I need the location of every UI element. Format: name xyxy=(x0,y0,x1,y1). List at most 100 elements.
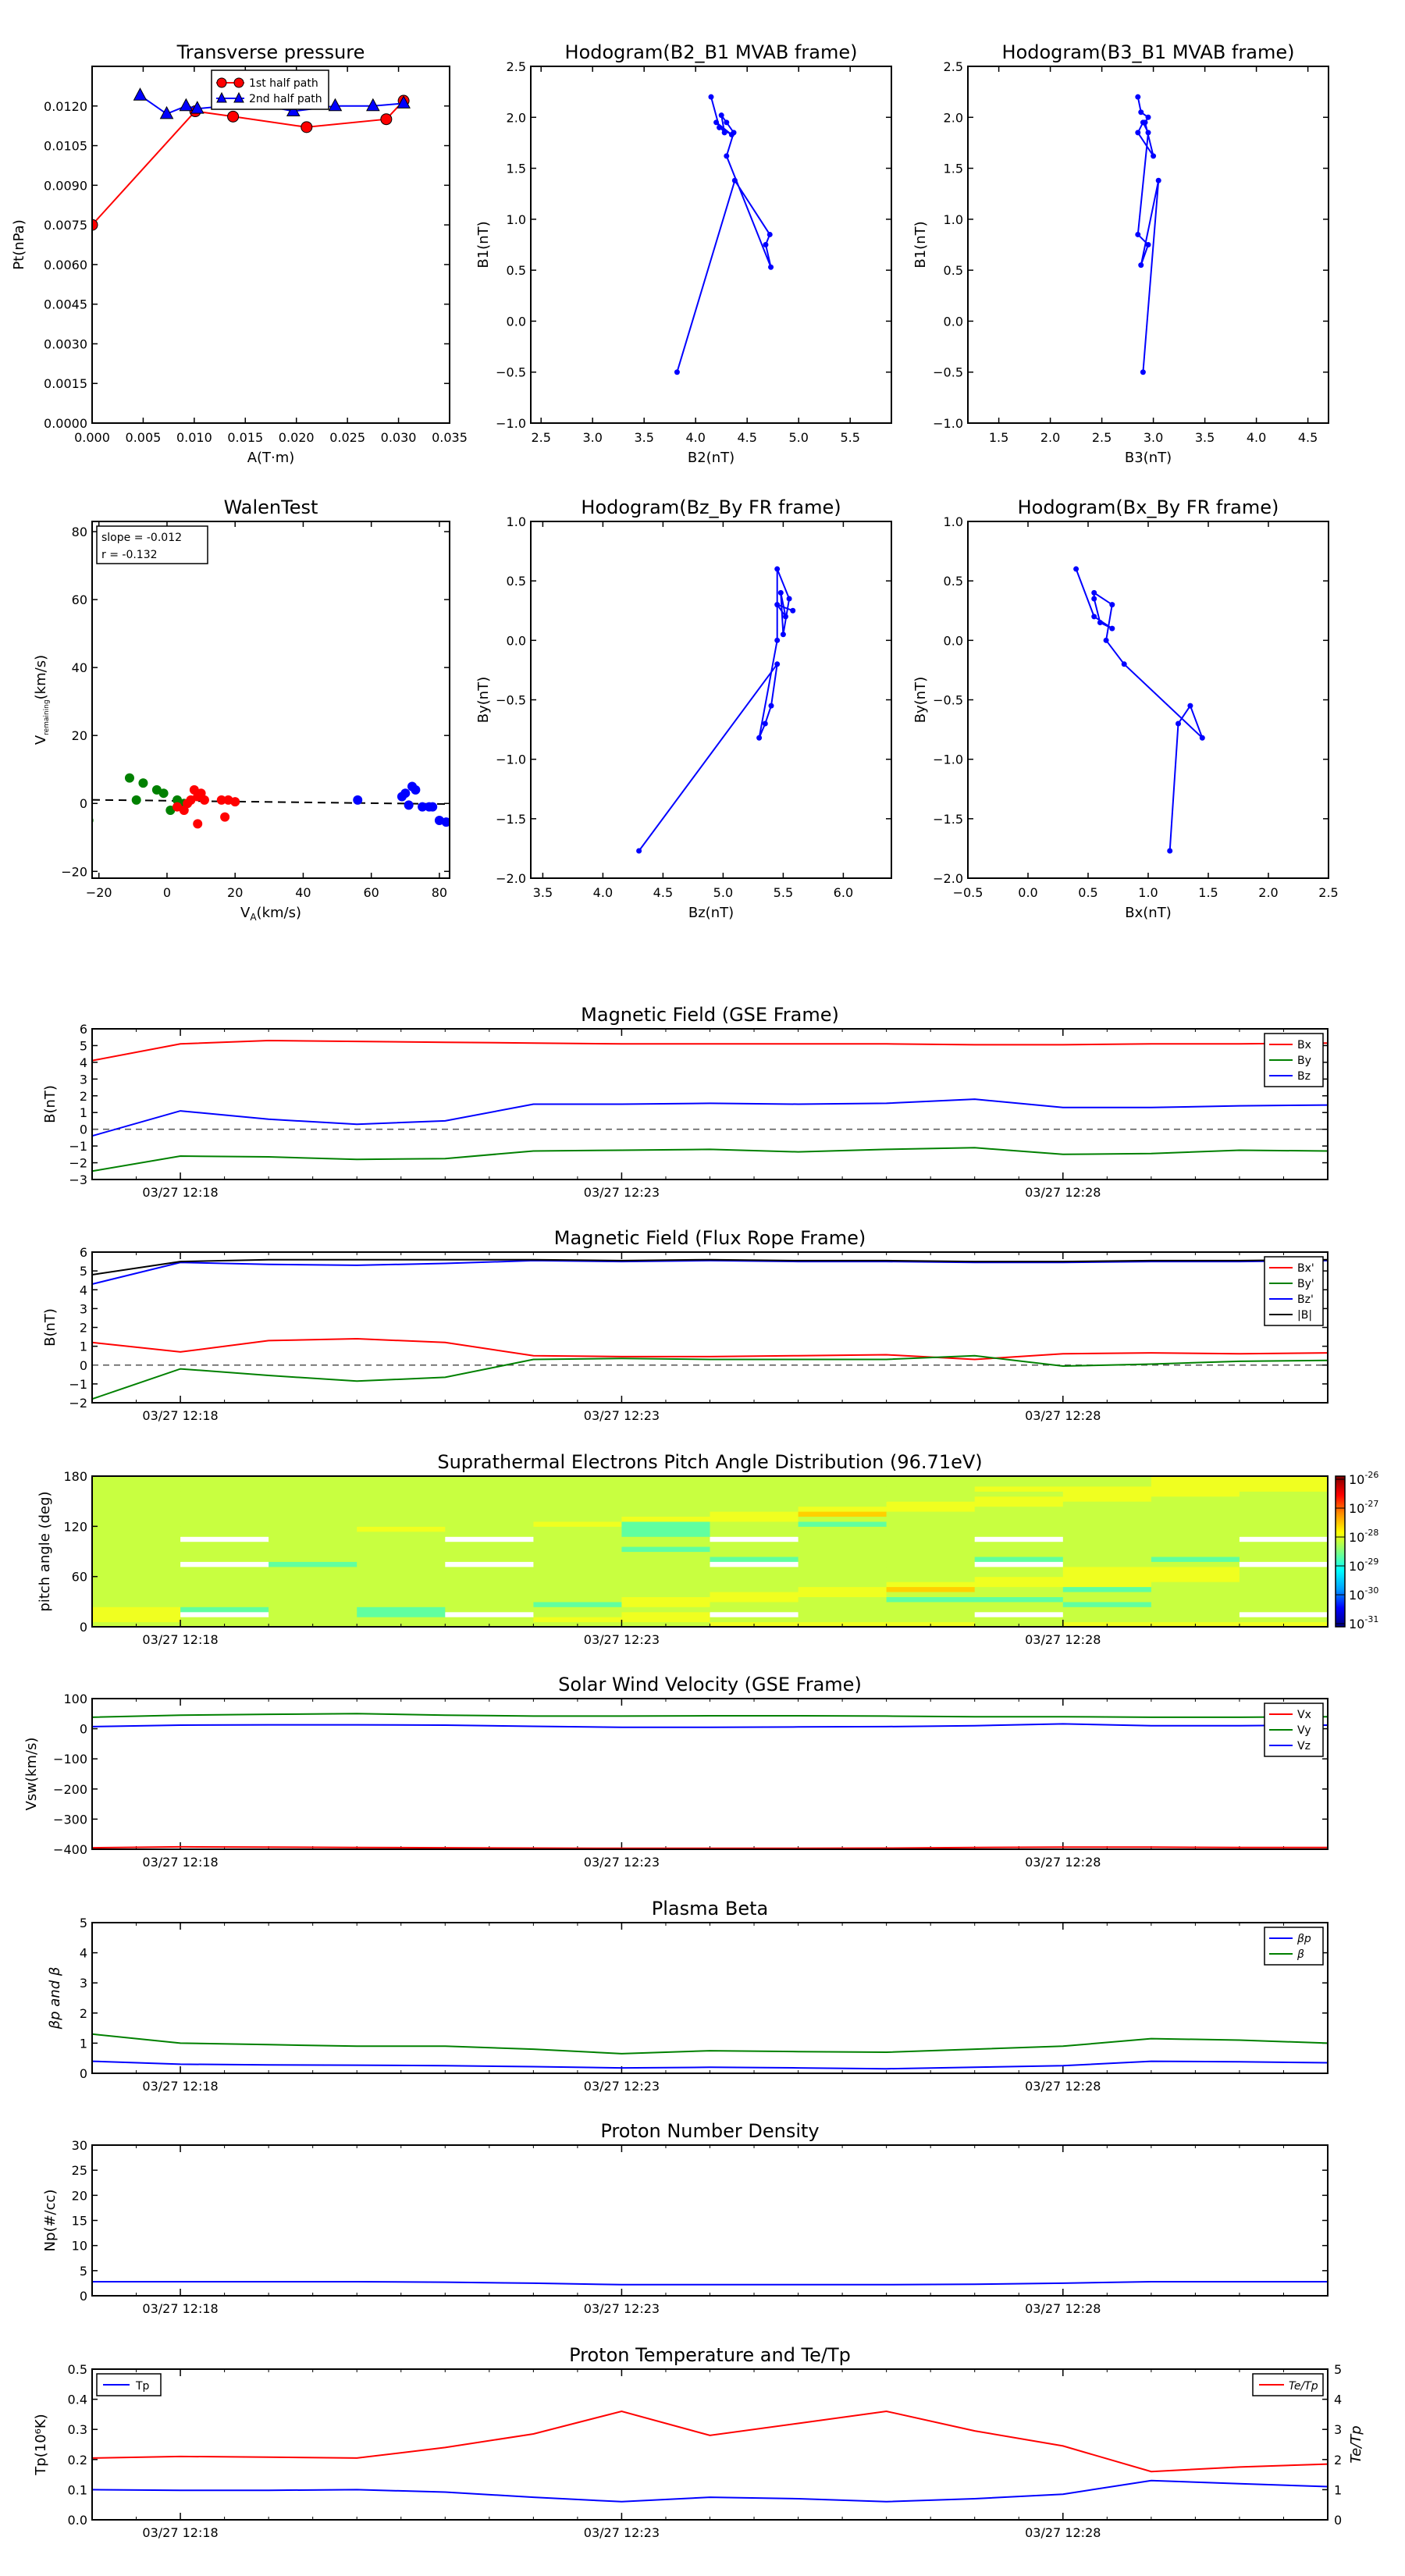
y-tick-label: 180 xyxy=(63,1469,87,1484)
x-tick-label: 03/27 12:18 xyxy=(142,1185,218,1200)
heatmap-cell xyxy=(1151,1491,1240,1497)
heatmap-cell xyxy=(1062,1491,1152,1497)
legend-marker xyxy=(216,91,227,103)
y-tick-label: 5 xyxy=(80,2264,87,2279)
plot-frame xyxy=(967,66,1329,424)
y-tick-label: 1.5 xyxy=(944,162,963,176)
heatmap-cell xyxy=(1239,1526,1329,1532)
y-tick-label: 3 xyxy=(80,1976,87,1991)
data-point xyxy=(1187,703,1193,709)
series-line-|B| xyxy=(92,1258,1328,1276)
series-line-Bz' xyxy=(92,1259,1328,1285)
y-tick-label: 0.0 xyxy=(507,633,526,648)
x-tick-label: 0.000 xyxy=(74,430,110,445)
heatmap-cell xyxy=(92,1506,181,1512)
x-tick-label: 4.5 xyxy=(1298,430,1318,445)
heatmap-cell xyxy=(269,1571,357,1578)
heatmap-cell xyxy=(1062,1606,1152,1613)
heatmap-cell xyxy=(1239,1556,1329,1562)
heatmap-cell xyxy=(974,1491,1064,1497)
heatmap-cell xyxy=(710,1551,799,1557)
heatmap-cell xyxy=(798,1561,887,1567)
data-point xyxy=(1097,619,1103,625)
y-tick-label: −100 xyxy=(53,1752,87,1767)
plot-area xyxy=(92,1039,1328,1172)
heatmap-cell xyxy=(357,1491,446,1497)
heatmap-cell xyxy=(92,1481,181,1487)
heatmap-cell xyxy=(798,1516,887,1522)
heatmap-cell xyxy=(710,1611,799,1617)
heatmap-cell xyxy=(92,1521,181,1527)
heatmap-cell xyxy=(974,1485,1064,1492)
heatmap-cell xyxy=(533,1476,623,1482)
x-tick-label: 4.5 xyxy=(737,430,756,445)
legend-box xyxy=(1264,1927,1324,1966)
y-tick-label: 0.4 xyxy=(68,2393,87,2407)
heatmap-cell xyxy=(710,1511,799,1517)
heatmap-cell xyxy=(357,1551,446,1557)
data-point xyxy=(1138,262,1144,269)
x-tick-label: 03/27 12:18 xyxy=(142,1855,218,1870)
plot-area xyxy=(1073,566,1205,854)
y-tick-label: 20 xyxy=(72,2188,87,2203)
heatmap-cell xyxy=(533,1611,623,1617)
heatmap-cell xyxy=(92,1582,181,1588)
data-point xyxy=(762,720,768,727)
heatmap-cell xyxy=(92,1586,181,1592)
y-tick-label: −1.0 xyxy=(496,416,526,431)
y-tick-label: −1.5 xyxy=(496,812,526,827)
heatmap-cell xyxy=(533,1516,623,1522)
data-point xyxy=(763,242,769,247)
heatmap-cell xyxy=(710,1481,799,1487)
colorbar-label-base: 10 xyxy=(1349,1472,1364,1487)
x-tick-label: 03/27 12:18 xyxy=(142,1632,218,1647)
panel-h2: Hodogram(B3_B1 MVAB frame) 1.5 2.0 2.5 3.0 3.… xyxy=(912,41,1329,466)
heatmap-cell xyxy=(269,1531,357,1537)
legend-label: Bx' xyxy=(1297,1262,1314,1275)
data-point xyxy=(708,94,714,100)
legend-label: Vx xyxy=(1297,1709,1311,1721)
y-tick-label: 0.0 xyxy=(944,633,963,648)
y-tick-label: 0 xyxy=(80,1620,87,1635)
heatmap-cell xyxy=(1239,1491,1329,1497)
x-tick-label: 2.0 xyxy=(1258,885,1278,900)
fit-line xyxy=(92,799,450,806)
y-tick-label: 0.0090 xyxy=(44,178,87,193)
y-tick-label: 120 xyxy=(63,1519,87,1534)
heatmap-cell xyxy=(1062,1506,1152,1512)
heatmap-cell xyxy=(533,1576,623,1582)
heatmap-cell xyxy=(1151,1506,1240,1512)
y-tick-label: −20 xyxy=(61,864,87,879)
plot-area xyxy=(1135,94,1161,375)
heatmap-cell xyxy=(1062,1611,1152,1617)
heatmap-cell xyxy=(798,1617,887,1623)
y-tick-label: −1.5 xyxy=(933,812,963,827)
heatmap-cell xyxy=(269,1576,357,1582)
heatmap-cell xyxy=(533,1566,623,1572)
heatmap-cell xyxy=(710,1506,799,1512)
x-tick-label: 03/27 12:28 xyxy=(1025,1632,1101,1647)
y-tick-label: 2 xyxy=(80,2006,87,2021)
heatmap-cell xyxy=(269,1516,357,1522)
data-point xyxy=(1145,242,1151,247)
chart-title: WalenTest xyxy=(224,496,318,518)
heatmap-cell xyxy=(269,1536,357,1542)
heatmap-cell xyxy=(357,1601,446,1607)
heatmap-cell xyxy=(180,1582,269,1588)
heatmap-cell xyxy=(974,1531,1064,1537)
y-tick-label: 2 xyxy=(80,1089,87,1104)
heatmap-cell xyxy=(92,1526,181,1532)
plot-frame xyxy=(91,1028,1329,1180)
x-tick-label: 3.0 xyxy=(1144,430,1163,445)
y-axis-label: Vremaining(km/s) xyxy=(33,655,51,745)
heatmap-cell xyxy=(1151,1516,1240,1522)
heatmap-cell xyxy=(180,1531,269,1537)
heatmap-cell xyxy=(1239,1586,1329,1592)
y-tick-label: 1.5 xyxy=(507,162,526,176)
x-tick-label: 1.5 xyxy=(989,430,1008,445)
plot-frame xyxy=(91,66,450,424)
heatmap-cell xyxy=(269,1601,357,1607)
heatmap-cell xyxy=(180,1521,269,1527)
heatmap-cell xyxy=(1239,1566,1329,1572)
data-point xyxy=(328,98,343,112)
